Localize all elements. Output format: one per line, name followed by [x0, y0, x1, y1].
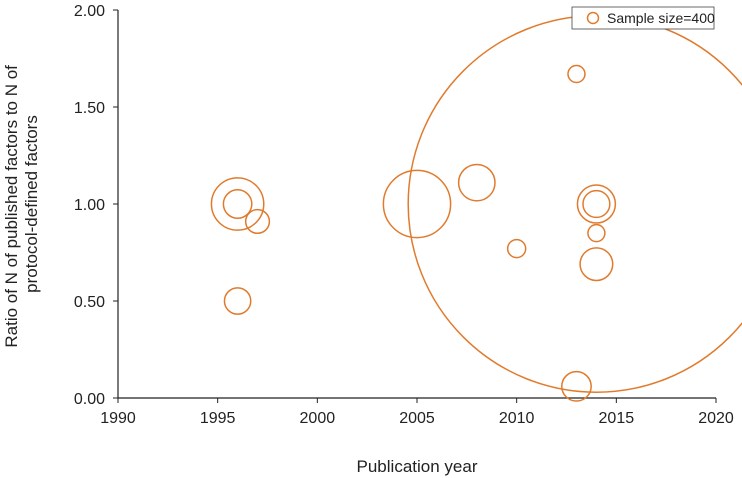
data-point	[222, 189, 253, 219]
data-point	[506, 238, 527, 259]
data-point	[576, 184, 617, 224]
x-tick-label: 2020	[698, 410, 734, 427]
x-tick-label: 1990	[100, 410, 136, 427]
axes	[117, 10, 716, 399]
legend-label: Sample size=400	[607, 10, 715, 26]
legend: Sample size=400	[571, 6, 715, 30]
data-point	[567, 64, 586, 84]
legend-box	[571, 6, 715, 30]
x-tick-label: 2010	[499, 410, 535, 427]
y-axis-title: Ratio of N of published factors to N of …	[2, 60, 41, 347]
x-tick-label: 2005	[399, 410, 435, 427]
y-tick-label: 1.50	[74, 100, 105, 117]
data-point	[210, 177, 265, 231]
y-axis-title-line-1: Ratio of N of published factors to N of	[2, 65, 21, 348]
x-axis-title: Publication year	[357, 457, 478, 476]
data-point	[582, 189, 611, 219]
x-tick-label: 1995	[200, 410, 236, 427]
x-tick-label: 2000	[300, 410, 336, 427]
data-point	[579, 247, 614, 282]
x-tick-label: 2015	[599, 410, 635, 427]
data-points	[210, 15, 742, 402]
legend-marker	[586, 11, 600, 25]
data-point	[223, 287, 252, 315]
y-tick-label: 2.00	[74, 3, 105, 20]
y-ticks: 0.00 0.50 1.00 1.50 2.00	[74, 3, 118, 408]
data-point	[457, 163, 496, 202]
x-ticks: 1990 1995 2000 2005 2010 2015 2020	[100, 398, 734, 427]
y-tick-label: 0.50	[74, 294, 105, 311]
y-tick-label: 0.00	[74, 391, 105, 408]
y-axis-title-line-2: protocol-defined factors	[22, 115, 41, 293]
data-point	[587, 223, 606, 243]
data-point	[382, 169, 452, 239]
data-point	[561, 370, 592, 402]
data-point	[244, 208, 271, 235]
data-point	[407, 15, 742, 393]
y-tick-label: 1.00	[74, 197, 105, 214]
